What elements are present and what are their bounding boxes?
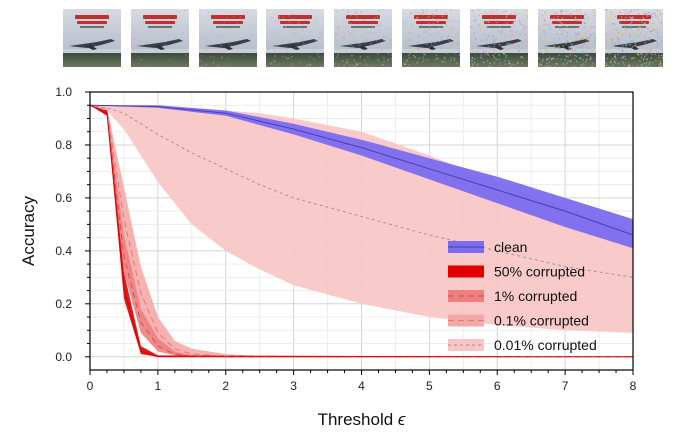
y-tick-label: 0.2: [55, 297, 72, 311]
thumb-eps-2: [198, 9, 257, 67]
legend-label-0-1pct-corrupted: 0.1% corrupted: [494, 313, 589, 329]
x-tick-label: 1: [155, 379, 162, 393]
legend-label-clean: clean: [494, 239, 527, 255]
thumb-eps-3: [266, 9, 325, 67]
x-tick-label: 6: [494, 379, 501, 393]
y-tick-label: 0.6: [55, 191, 72, 205]
thumb-eps-6: [469, 9, 528, 67]
confidence-bands: [90, 105, 633, 357]
x-tick-label: 0: [87, 379, 94, 393]
x-axis-label-text: Threshold: [318, 410, 394, 429]
axis-ticks: 0 1 2 3 4 5 6 7 8 0.0 0.2 0.4 0.6 0.8 1.0: [55, 85, 636, 393]
y-tick-label: 1.0: [55, 85, 72, 99]
legend-label-50pct-corrupted: 50% corrupted: [494, 264, 585, 280]
line-0-1pct-corrupted: [89, 104, 633, 358]
accuracy-chart: 0 1 2 3 4 5 6 7 8 0.0 0.2 0.4 0.6 0.8 1.0 clean 50% cor…: [19, 85, 637, 429]
legend-label-0-01pct-corrupted: 0.01% corrupted: [494, 337, 597, 353]
line-0-01pct-corrupted: [89, 104, 634, 278]
x-tick-label: 3: [290, 379, 297, 393]
x-axis-label: Threshold ϵ: [318, 410, 406, 429]
x-tick-label: 8: [630, 379, 637, 393]
legend-swatch-0-1pct-corrupted: [448, 314, 484, 327]
legend-swatch-1pct-corrupted: [448, 290, 484, 302]
x-tick-label: 2: [222, 379, 229, 393]
x-tick-label: 4: [358, 379, 365, 393]
y-tick-label: 0.0: [55, 350, 72, 364]
perturbed-image-strip: [0, 0, 677, 74]
band-1pct-corrupted: [90, 105, 633, 357]
x-axis-label-symbol: ϵ: [398, 410, 406, 429]
thumb-eps-4: [334, 9, 393, 67]
band-0-01pct-corrupted: [90, 105, 633, 333]
thumb-eps-8: [605, 9, 664, 67]
x-tick-label: 5: [426, 379, 433, 393]
line-50pct-corrupted: [89, 104, 633, 358]
y-axis-label: Accuracy: [19, 196, 38, 266]
legend-label-1pct-corrupted: 1% corrupted: [494, 288, 577, 304]
legend: clean 50% corrupted 1% corrupted 0.1% corru…: [448, 239, 597, 353]
y-tick-label: 0.8: [55, 138, 72, 152]
y-tick-label: 0.4: [55, 244, 72, 258]
line-clean: [89, 104, 634, 236]
series-lines: [89, 104, 634, 358]
line-1pct-corrupted: [89, 104, 633, 358]
thumb-eps-7: [537, 9, 596, 67]
thumb-eps-0: [63, 9, 121, 67]
thumb-eps-5: [402, 9, 460, 67]
x-tick-label: 7: [562, 379, 569, 393]
thumb-eps-1: [130, 9, 189, 67]
